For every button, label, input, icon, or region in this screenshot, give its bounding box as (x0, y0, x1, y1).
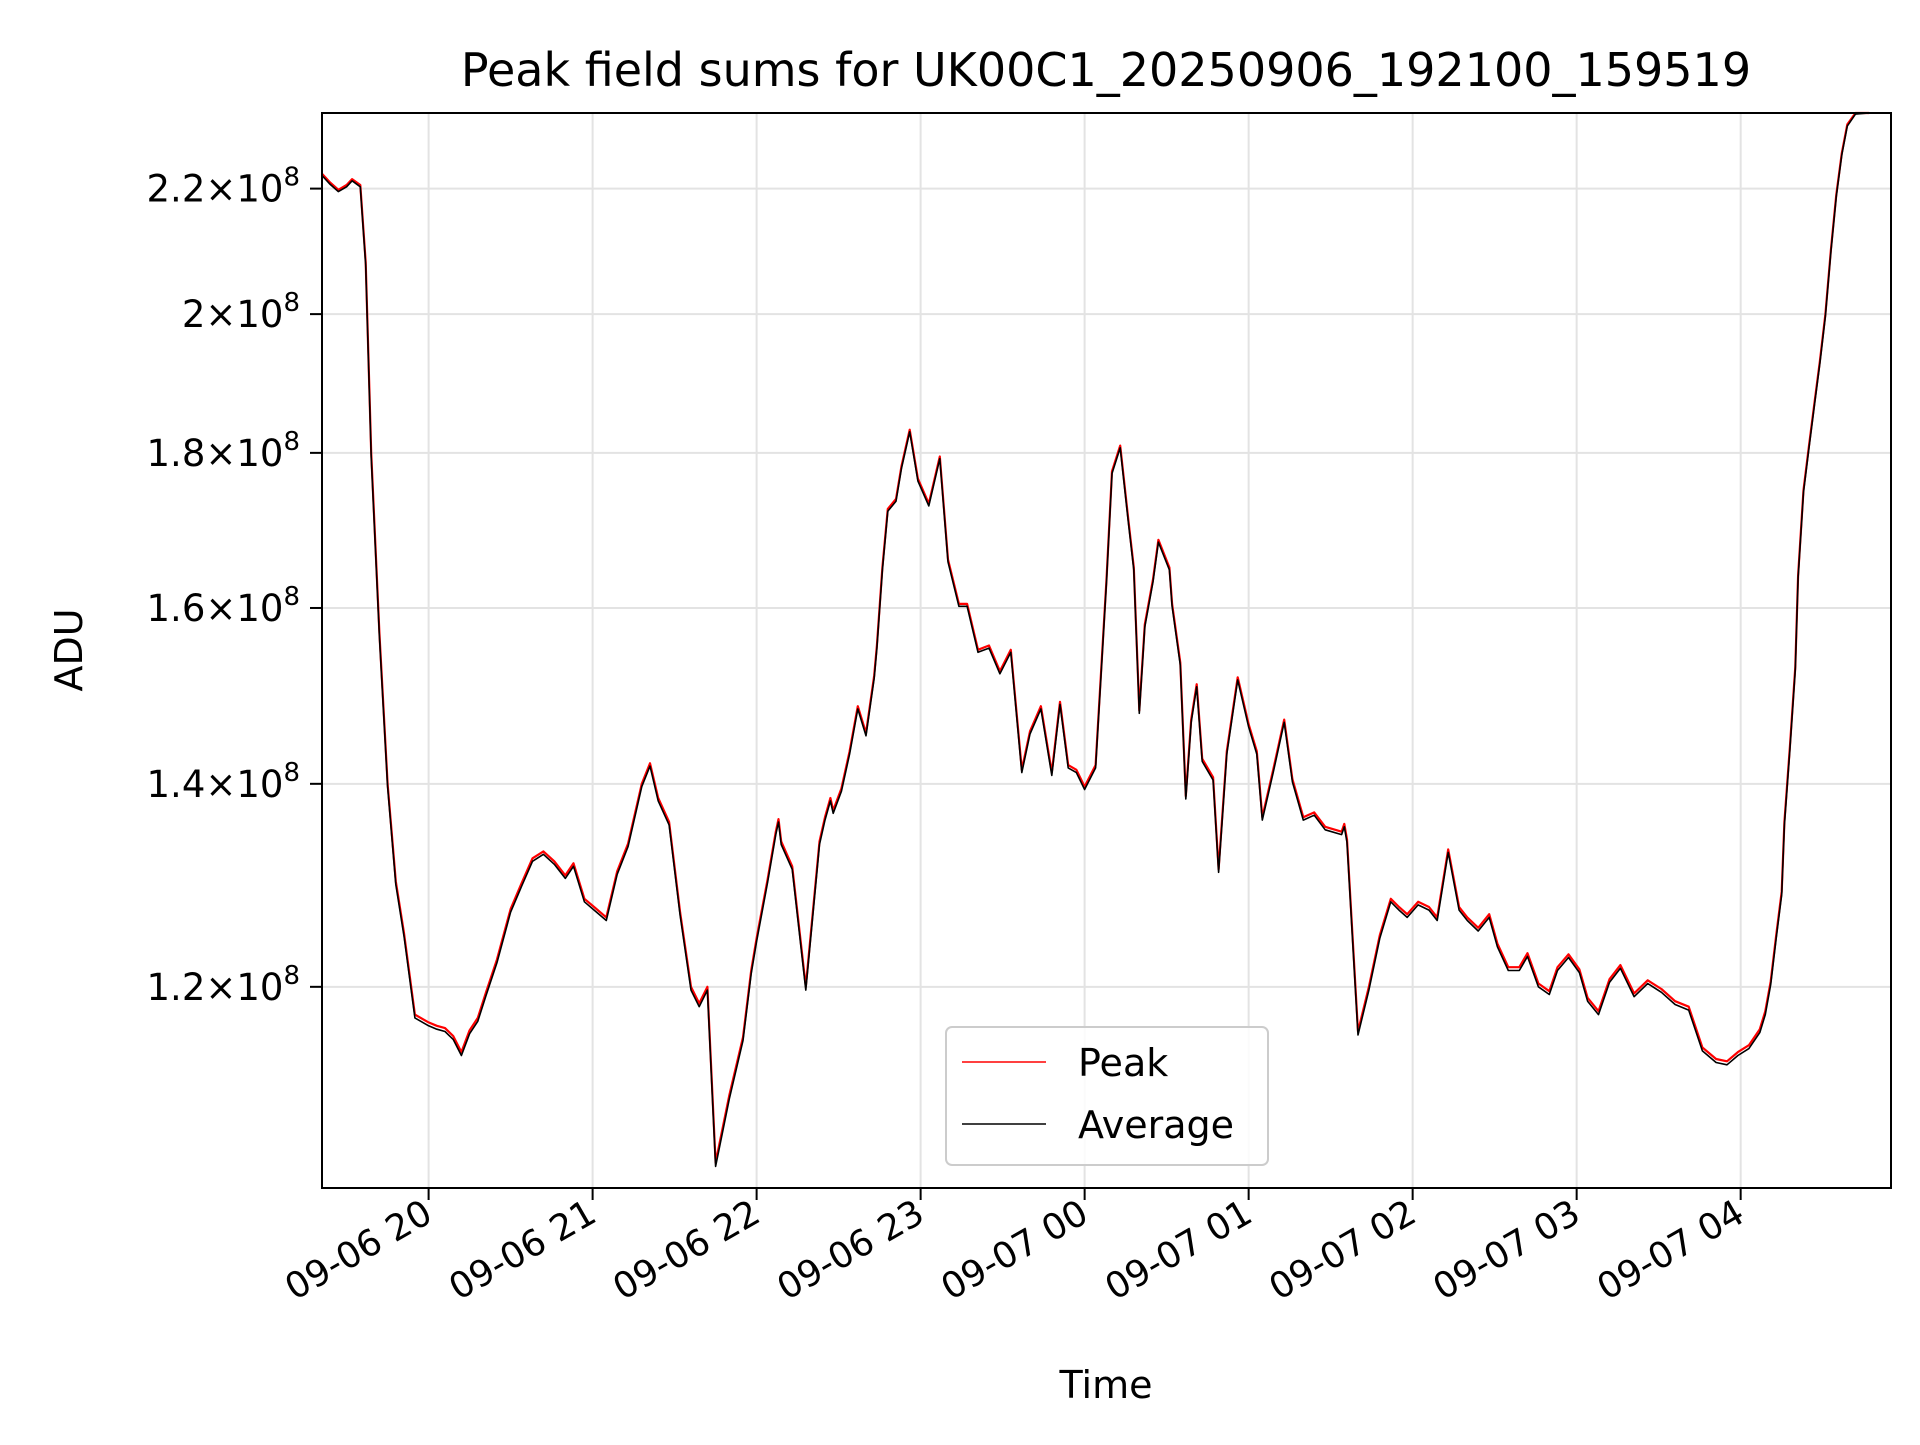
y-tick-label: 1.2×108 (147, 961, 300, 1009)
y-axis-ticks: 1.2×108 1.4×108 1.6×108 1.8×108 2×108 2.2×108 (147, 163, 322, 1009)
x-axis-label: Time (1059, 1363, 1153, 1407)
legend: Peak Average (945, 1026, 1269, 1166)
y-tick-label: 1.8×108 (147, 427, 300, 475)
plot-frame (321, 112, 1892, 1189)
y-tick-label: 2×108 (182, 288, 300, 336)
legend-label-peak: Peak (1078, 1041, 1168, 1085)
series-line-average (321, 112, 1870, 1168)
legend-label-average: Average (1078, 1103, 1234, 1147)
y-axis-label: ADU (47, 608, 91, 691)
y-tick-label: 2.2×108 (147, 163, 300, 211)
grid-lines (322, 113, 1891, 1188)
y-tick-label: 1.4×108 (147, 758, 300, 806)
series-lines (321, 111, 1870, 1168)
chart-title: Peak field sums for UK00C1_20250906_1921… (461, 43, 1751, 97)
y-tick-label: 1.6×108 (147, 582, 300, 630)
